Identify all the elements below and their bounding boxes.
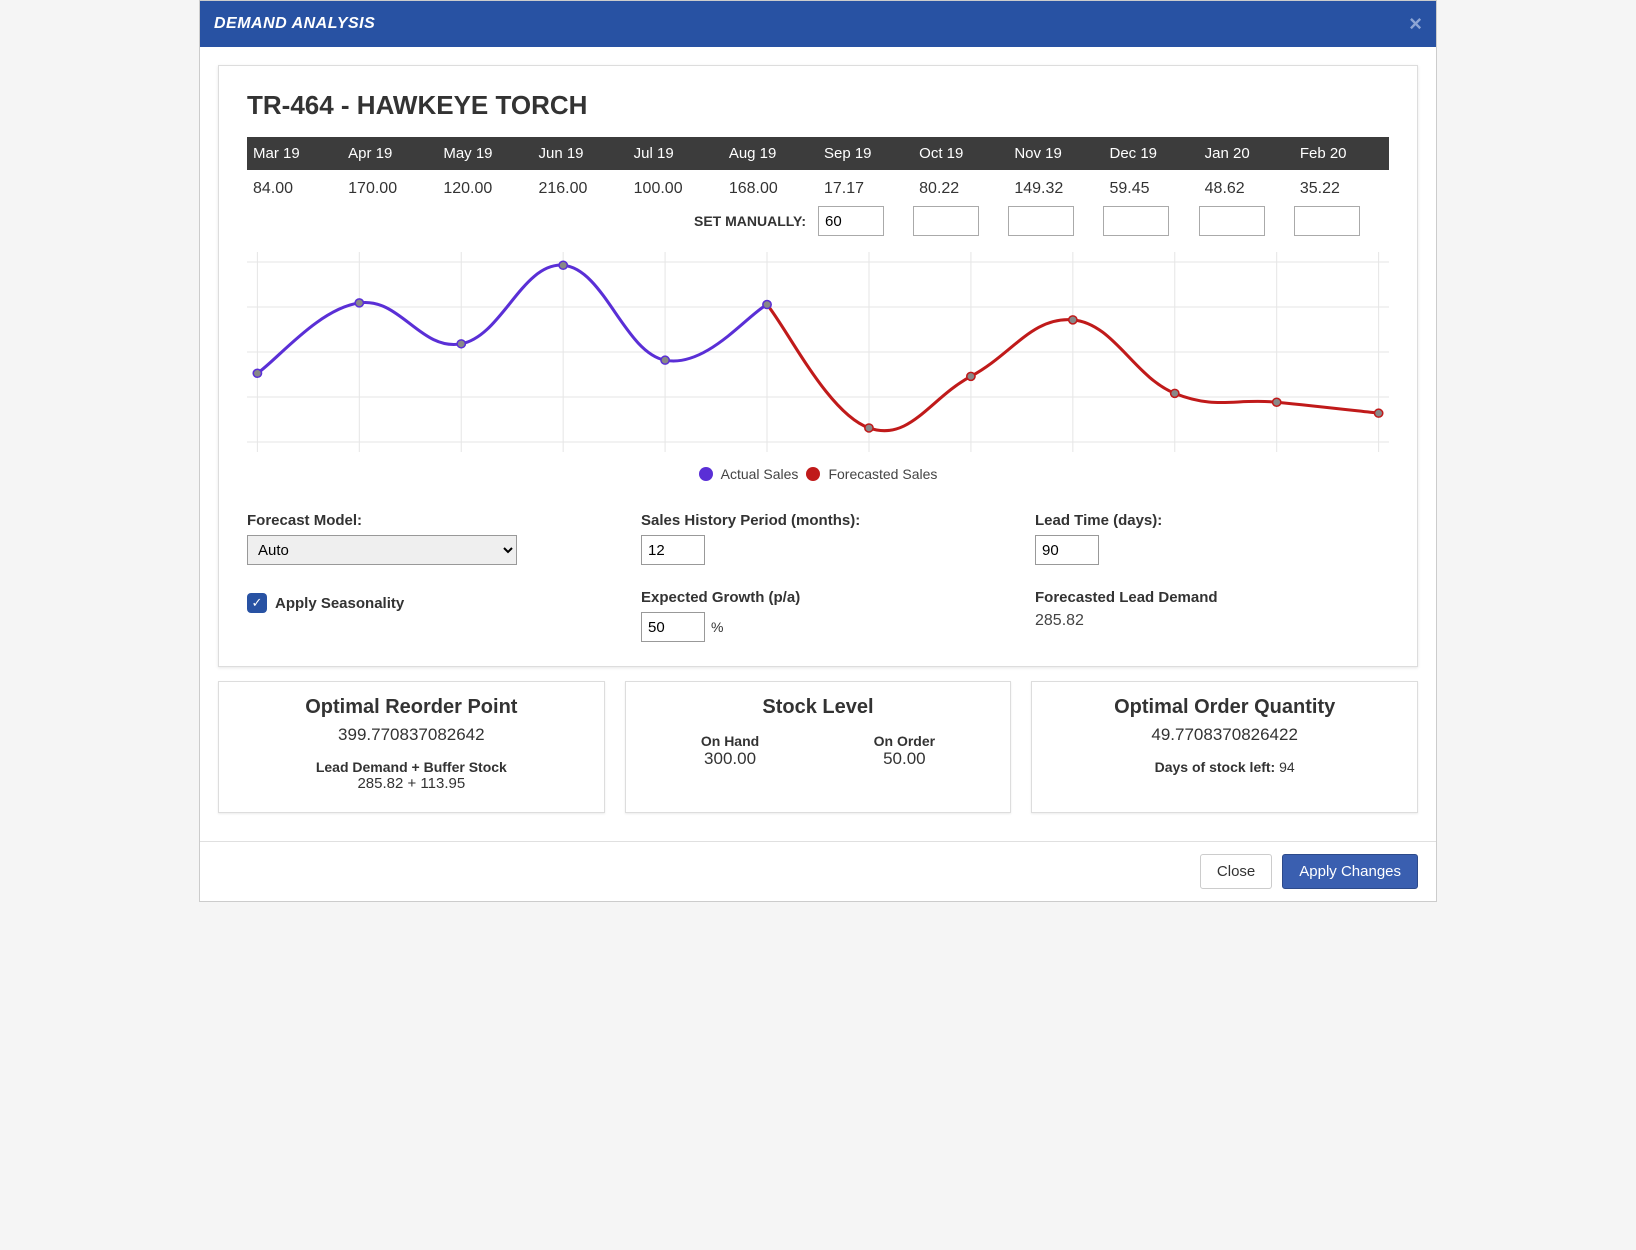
seasonality-checkbox[interactable]: ✓: [247, 593, 267, 613]
summary-cards: Optimal Reorder Point 399.770837082642 L…: [218, 681, 1418, 813]
days-stock-value: 94: [1279, 759, 1295, 775]
values-row: 84.00170.00120.00216.00100.00168.0017.17…: [247, 170, 1389, 202]
lead-time-label: Lead Time (days):: [1035, 512, 1389, 529]
value-cell: 59.45: [1103, 170, 1198, 202]
lead-demand-value: 285.82: [1035, 612, 1389, 630]
value-cell: 120.00: [437, 170, 532, 202]
order-qty-title: Optimal Order Quantity: [1050, 696, 1399, 719]
growth-label: Expected Growth (p/a): [641, 589, 995, 606]
on-order-label: On Order: [874, 733, 935, 749]
value-cell: 48.62: [1199, 170, 1294, 202]
forecast-sales-dot: [806, 467, 820, 481]
growth-input[interactable]: [641, 612, 705, 642]
chart-svg: [247, 252, 1389, 452]
demand-analysis-modal: DEMAND ANALYSIS × TR-464 - HAWKEYE TORCH…: [199, 0, 1437, 902]
sales-history-label: Sales History Period (months):: [641, 512, 995, 529]
manual-input[interactable]: [1103, 206, 1169, 236]
apply-changes-button[interactable]: Apply Changes: [1282, 854, 1418, 889]
reorder-value: 399.770837082642: [237, 725, 586, 745]
reorder-title: Optimal Reorder Point: [237, 696, 586, 719]
product-title: TR-464 - HAWKEYE TORCH: [247, 90, 1389, 121]
parameters-grid: Forecast Model: Auto Sales History Perio…: [247, 512, 1389, 642]
month-cell: Jan 20: [1199, 137, 1294, 170]
days-stock-row: Days of stock left: 94: [1050, 759, 1399, 775]
legend-actual-label: Actual Sales: [721, 466, 799, 482]
value-cell: 149.32: [1008, 170, 1103, 202]
month-cell: May 19: [437, 137, 532, 170]
modal-header: DEMAND ANALYSIS ×: [200, 1, 1436, 47]
modal-title: DEMAND ANALYSIS: [214, 15, 375, 33]
lead-demand-field: Forecasted Lead Demand 285.82: [1035, 589, 1389, 642]
value-cell: 80.22: [913, 170, 1008, 202]
lead-demand-label: Forecasted Lead Demand: [1035, 589, 1389, 606]
month-cell: Oct 19: [913, 137, 1008, 170]
stock-level-card: Stock Level On Hand 300.00 On Order 50.0…: [625, 681, 1012, 813]
reorder-point-card: Optimal Reorder Point 399.770837082642 L…: [218, 681, 605, 813]
sales-history-input[interactable]: [641, 535, 705, 565]
growth-suffix: %: [711, 619, 723, 635]
month-cell: Jul 19: [628, 137, 723, 170]
forecast-model-label: Forecast Model:: [247, 512, 601, 529]
main-panel: TR-464 - HAWKEYE TORCH Mar 19Apr 19May 1…: [218, 65, 1418, 667]
forecast-model-select[interactable]: Auto: [247, 535, 517, 565]
forecast-model-field: Forecast Model: Auto: [247, 512, 601, 565]
on-hand-value: 300.00: [701, 749, 759, 769]
manual-input[interactable]: [1294, 206, 1360, 236]
month-cell: Dec 19: [1103, 137, 1198, 170]
value-cell: 170.00: [342, 170, 437, 202]
modal-footer: Close Apply Changes: [200, 841, 1436, 901]
value-cell: 35.22: [1294, 170, 1389, 202]
month-cell: Apr 19: [342, 137, 437, 170]
on-hand-label: On Hand: [701, 733, 759, 749]
month-cell: Sep 19: [818, 137, 913, 170]
month-cell: Aug 19: [723, 137, 818, 170]
manual-input[interactable]: [913, 206, 979, 236]
close-icon[interactable]: ×: [1409, 11, 1422, 37]
reorder-sub-label: Lead Demand + Buffer Stock: [237, 759, 586, 775]
value-cell: 168.00: [723, 170, 818, 202]
reorder-sub-value: 285.82 + 113.95: [237, 775, 586, 792]
set-manually-label: SET MANUALLY:: [247, 213, 818, 229]
month-cell: Mar 19: [247, 137, 342, 170]
value-cell: 84.00: [247, 170, 342, 202]
legend-forecast-label: Forecasted Sales: [828, 466, 937, 482]
sales-history-field: Sales History Period (months):: [641, 512, 995, 565]
chart-legend: Actual Sales Forecasted Sales: [247, 466, 1389, 482]
growth-field: Expected Growth (p/a) %: [641, 589, 995, 642]
order-qty-value: 49.7708370826422: [1050, 725, 1399, 745]
close-button[interactable]: Close: [1200, 854, 1272, 889]
order-qty-card: Optimal Order Quantity 49.7708370826422 …: [1031, 681, 1418, 813]
value-cell: 100.00: [628, 170, 723, 202]
value-cell: 216.00: [532, 170, 627, 202]
lead-time-input[interactable]: [1035, 535, 1099, 565]
lead-time-field: Lead Time (days):: [1035, 512, 1389, 565]
seasonality-field: ✓ Apply Seasonality: [247, 589, 601, 642]
on-order-value: 50.00: [874, 749, 935, 769]
demand-chart: Actual Sales Forecasted Sales: [247, 252, 1389, 482]
days-stock-label: Days of stock left:: [1155, 759, 1276, 775]
month-cell: Nov 19: [1008, 137, 1103, 170]
month-cell: Jun 19: [532, 137, 627, 170]
manual-input[interactable]: [1199, 206, 1265, 236]
seasonality-label: Apply Seasonality: [275, 595, 404, 612]
value-cell: 17.17: [818, 170, 913, 202]
modal-body: TR-464 - HAWKEYE TORCH Mar 19Apr 19May 1…: [200, 47, 1436, 831]
actual-sales-dot: [699, 467, 713, 481]
manual-input-row: SET MANUALLY:: [247, 206, 1389, 236]
manual-input[interactable]: [1008, 206, 1074, 236]
month-cell: Feb 20: [1294, 137, 1389, 170]
manual-input[interactable]: [818, 206, 884, 236]
stock-title: Stock Level: [644, 696, 993, 719]
month-header-row: Mar 19Apr 19May 19Jun 19Jul 19Aug 19Sep …: [247, 137, 1389, 170]
